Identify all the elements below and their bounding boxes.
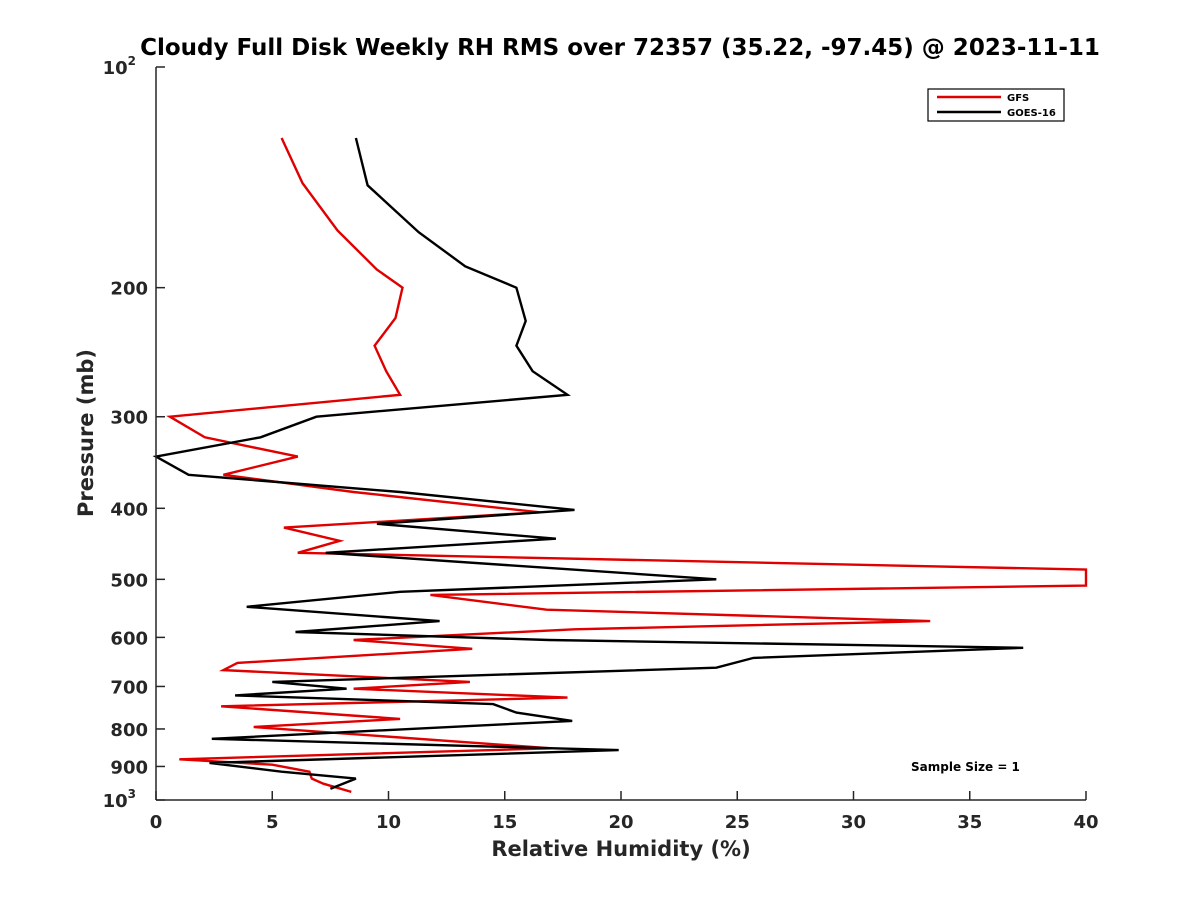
y-tick-label: 102 xyxy=(103,54,136,79)
legend: GFS GOES-16 xyxy=(927,88,1065,122)
x-tick-label: 30 xyxy=(841,812,866,833)
y-tick-label: 800 xyxy=(110,720,148,741)
x-tick-label: 0 xyxy=(150,812,163,833)
x-tick-label: 10 xyxy=(376,812,401,833)
x-axis-label: Relative Humidity (%) xyxy=(491,837,750,861)
series-line-gfs xyxy=(166,137,1088,794)
y-tick-label: 103 xyxy=(103,787,136,812)
chart-title: Cloudy Full Disk Weekly RH RMS over 7235… xyxy=(140,35,1100,61)
y-tick-label: 900 xyxy=(110,757,148,778)
y-tick-label: 700 xyxy=(110,677,148,698)
legend-label-gfs: GFS xyxy=(1007,93,1029,104)
y-tick-label: 500 xyxy=(110,570,148,591)
x-tick-label: 40 xyxy=(1073,812,1098,833)
y-ticks: 102 200 300 400 500 600 700 800 900 103 xyxy=(103,54,165,812)
sample-size-annotation: Sample Size = 1 xyxy=(911,760,1020,774)
y-tick-label: 400 xyxy=(110,499,148,520)
series-line-goes16 xyxy=(152,137,1024,790)
x-tick-label: 35 xyxy=(957,812,982,833)
y-tick-label: 300 xyxy=(110,408,148,429)
x-tick-label: 15 xyxy=(492,812,517,833)
legend-label-goes16: GOES-16 xyxy=(1007,108,1056,119)
x-tick-label: 20 xyxy=(608,812,633,833)
y-tick-label: 200 xyxy=(110,279,148,300)
x-tick-label: 5 xyxy=(266,812,279,833)
plot-lines xyxy=(152,137,1088,794)
y-axis-label: Pressure (mb) xyxy=(74,349,98,517)
x-tick-label: 25 xyxy=(725,812,750,833)
x-ticks: 0 5 10 15 20 25 30 35 40 xyxy=(150,791,1099,833)
y-tick-label: 600 xyxy=(110,628,148,649)
legend-box xyxy=(927,88,1065,122)
